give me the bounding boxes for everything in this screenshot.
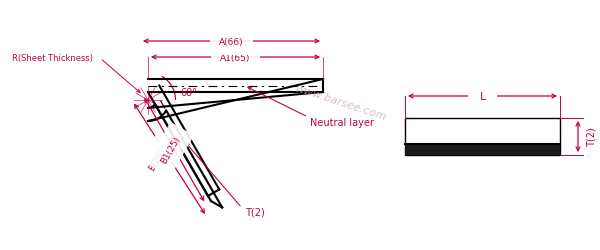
Text: T(2): T(2): [587, 127, 597, 147]
Text: www.barsee.com: www.barsee.com: [293, 83, 387, 122]
Bar: [405, 118, 560, 156]
Text: Neutral layer: Neutral layer: [310, 118, 374, 128]
Text: R(Sheet Thickness): R(Sheet Thickness): [12, 53, 93, 62]
Text: B(26): B(26): [148, 146, 167, 172]
Bar: [405, 144, 560, 156]
Text: A1(65): A1(65): [220, 53, 251, 62]
Text: 60°: 60°: [180, 88, 197, 98]
Text: A(66): A(66): [219, 37, 244, 46]
Text: T(2): T(2): [245, 207, 265, 217]
Text: B1(25): B1(25): [159, 134, 182, 165]
Text: L: L: [479, 92, 485, 102]
